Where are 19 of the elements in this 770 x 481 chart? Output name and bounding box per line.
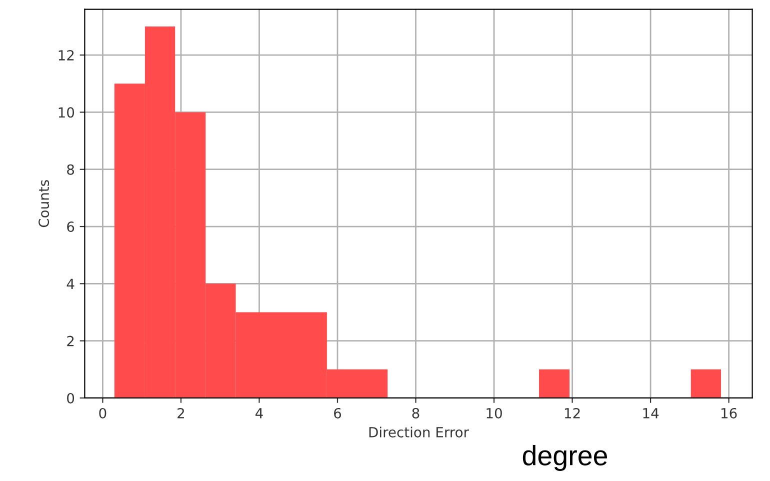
x-tick-label: 14 bbox=[643, 408, 659, 418]
y-tick-label: 12 bbox=[58, 50, 74, 60]
x-tick-label: 4 bbox=[255, 408, 263, 418]
y-tick-label: 10 bbox=[58, 107, 74, 118]
x-tick-label: 0 bbox=[99, 408, 106, 418]
y-tick-label: 6 bbox=[67, 221, 74, 232]
x-tick-label: 12 bbox=[564, 408, 580, 418]
x-tick-label: 8 bbox=[412, 408, 420, 418]
x-axis-title: Direction Error bbox=[369, 426, 469, 438]
x-tick-label: 16 bbox=[722, 408, 737, 418]
y-axis-title: Counts bbox=[38, 180, 50, 228]
x-tick-label: 6 bbox=[334, 408, 342, 418]
y-tick-label: 0 bbox=[67, 392, 74, 404]
y-tick-label: 2 bbox=[67, 336, 74, 346]
y-tick-label: 8 bbox=[67, 164, 74, 175]
x-tick-label: 10 bbox=[486, 408, 502, 418]
text: degree bbox=[522, 445, 608, 471]
y-tick-label: 4 bbox=[66, 278, 74, 289]
x-tick-label: 2 bbox=[178, 408, 184, 418]
